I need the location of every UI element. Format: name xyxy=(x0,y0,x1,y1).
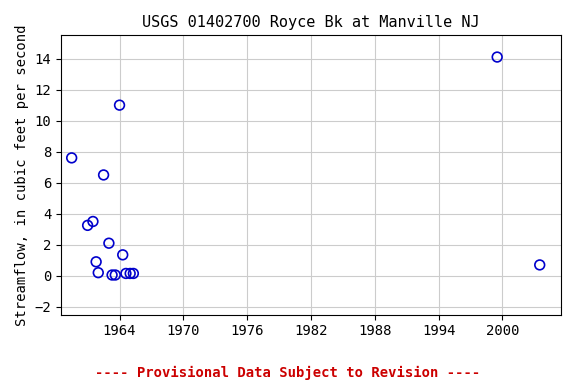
Point xyxy=(535,262,544,268)
Point xyxy=(99,172,108,178)
Point xyxy=(108,272,117,278)
Point xyxy=(126,270,135,276)
Point xyxy=(94,270,103,276)
Point xyxy=(88,218,97,225)
Point xyxy=(111,272,120,278)
Text: ---- Provisional Data Subject to Revision ----: ---- Provisional Data Subject to Revisio… xyxy=(96,366,480,380)
Point xyxy=(115,102,124,108)
Point xyxy=(83,222,92,228)
Point xyxy=(129,270,138,276)
Point xyxy=(118,252,127,258)
Point xyxy=(122,270,131,276)
Y-axis label: Streamflow, in cubic feet per second: Streamflow, in cubic feet per second xyxy=(15,24,29,326)
Point xyxy=(492,54,502,60)
Point xyxy=(92,259,101,265)
Point xyxy=(104,240,113,246)
Title: USGS 01402700 Royce Bk at Manville NJ: USGS 01402700 Royce Bk at Manville NJ xyxy=(142,15,480,30)
Point xyxy=(67,155,76,161)
